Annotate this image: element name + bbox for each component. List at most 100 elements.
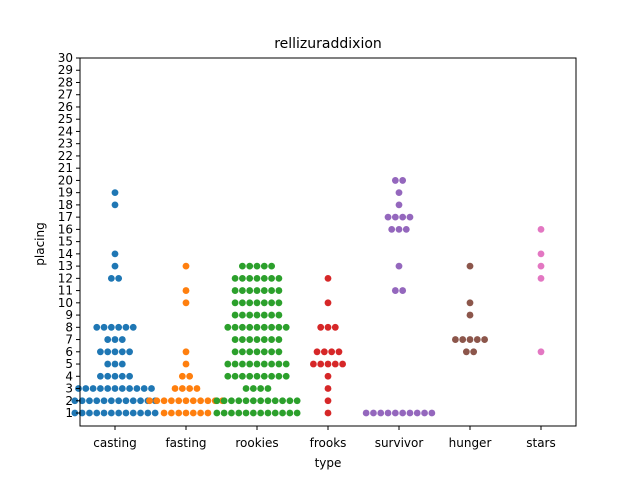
data-point-stars bbox=[537, 348, 545, 356]
data-point-casting bbox=[111, 348, 119, 356]
data-point-survivor bbox=[370, 409, 377, 417]
data-point-rookies bbox=[246, 287, 254, 294]
x-axis: casting fasting rookies frooks survivor hunge… bbox=[93, 426, 556, 450]
data-point-casting bbox=[126, 372, 133, 380]
data-point-survivor bbox=[391, 177, 399, 184]
data-point-fasting bbox=[182, 287, 190, 294]
data-point-rookies bbox=[253, 372, 261, 380]
data-point-rookies bbox=[246, 262, 254, 270]
data-point-survivor bbox=[391, 213, 399, 221]
data-point-frooks bbox=[324, 409, 332, 417]
data-point-casting bbox=[133, 385, 141, 392]
y-tick-label: 27 bbox=[58, 88, 73, 102]
x-tick-label-rookies: rookies bbox=[235, 436, 278, 450]
data-point-rookies bbox=[253, 336, 261, 343]
y-tick-label: 11 bbox=[58, 284, 73, 298]
y-tick-label: 20 bbox=[58, 173, 73, 187]
data-point-stars bbox=[537, 262, 545, 270]
data-point-survivor bbox=[377, 409, 385, 417]
data-point-casting bbox=[118, 372, 126, 380]
data-point-frooks bbox=[324, 323, 332, 331]
data-point-hunger bbox=[466, 336, 474, 343]
data-point-frooks bbox=[331, 323, 339, 331]
y-tick-label: 15 bbox=[58, 235, 73, 249]
data-point-casting bbox=[118, 336, 126, 343]
data-point-rookies bbox=[260, 262, 268, 270]
data-point-survivor bbox=[399, 213, 407, 221]
x-tick-label-survivor: survivor bbox=[375, 436, 424, 450]
data-point-casting bbox=[97, 372, 104, 380]
data-point-rookies bbox=[246, 323, 254, 331]
data-point-frooks bbox=[328, 348, 336, 356]
data-point-hunger bbox=[452, 336, 459, 343]
data-point-casting bbox=[140, 385, 148, 392]
data-point-hunger bbox=[459, 336, 467, 343]
data-point-rookies bbox=[228, 409, 235, 417]
data-point-fasting bbox=[186, 385, 194, 392]
data-point-rookies bbox=[231, 311, 239, 319]
data-point-rookies bbox=[257, 397, 265, 405]
data-point-rookies bbox=[220, 409, 228, 417]
data-point-survivor bbox=[406, 213, 414, 221]
data-point-rookies bbox=[231, 348, 239, 356]
data-point-rookies bbox=[264, 385, 272, 392]
data-point-casting bbox=[137, 409, 144, 417]
data-point-fasting bbox=[168, 409, 175, 417]
data-point-fasting bbox=[197, 409, 205, 417]
data-point-rookies bbox=[235, 409, 243, 417]
data-point-casting bbox=[126, 348, 133, 356]
data-point-fasting bbox=[160, 409, 168, 417]
data-point-survivor bbox=[395, 189, 403, 197]
data-point-rookies bbox=[213, 409, 221, 417]
data-point-rookies bbox=[253, 262, 261, 270]
data-point-rookies bbox=[293, 409, 301, 417]
data-point-rookies bbox=[242, 397, 250, 405]
data-point-casting bbox=[111, 360, 119, 368]
data-point-rookies bbox=[286, 409, 294, 417]
data-point-rookies bbox=[231, 274, 239, 282]
data-point-rookies bbox=[268, 372, 275, 380]
plot-frame bbox=[79, 57, 577, 427]
data-point-frooks bbox=[324, 397, 332, 405]
data-point-rookies bbox=[260, 348, 268, 356]
y-tick-label: 10 bbox=[58, 296, 73, 310]
data-point-rookies bbox=[275, 336, 283, 343]
data-point-fasting bbox=[153, 397, 161, 405]
y-tick-label: 26 bbox=[58, 100, 73, 114]
data-point-rookies bbox=[239, 323, 246, 331]
x-tick-label-frooks: frooks bbox=[310, 436, 347, 450]
data-point-rookies bbox=[213, 397, 221, 405]
x-tick-label-hunger: hunger bbox=[449, 436, 492, 450]
data-point-rookies bbox=[253, 299, 261, 307]
data-point-fasting bbox=[182, 409, 190, 417]
data-point-rookies bbox=[246, 299, 254, 307]
data-point-stars bbox=[537, 274, 545, 282]
y-tick-label: 1 bbox=[65, 406, 73, 420]
data-point-rookies bbox=[246, 274, 254, 282]
data-point-fasting bbox=[204, 409, 212, 417]
data-point-rookies bbox=[279, 409, 286, 417]
data-point-casting bbox=[107, 323, 115, 331]
data-point-rookies bbox=[271, 409, 279, 417]
data-point-hunger bbox=[470, 348, 478, 356]
data-point-rookies bbox=[275, 287, 283, 294]
data-point-fasting bbox=[189, 397, 197, 405]
data-point-rookies bbox=[239, 348, 246, 356]
data-point-rookies bbox=[239, 372, 246, 380]
data-point-casting bbox=[93, 409, 101, 417]
data-point-frooks bbox=[313, 348, 321, 356]
data-point-casting bbox=[107, 409, 115, 417]
data-point-casting bbox=[118, 385, 126, 392]
y-tick-label: 8 bbox=[65, 320, 73, 334]
data-point-survivor bbox=[391, 287, 399, 294]
data-point-casting bbox=[71, 397, 79, 405]
y-tick-label: 13 bbox=[58, 259, 73, 273]
y-tick-label: 2 bbox=[65, 394, 73, 408]
data-point-frooks bbox=[339, 360, 346, 368]
data-point-casting bbox=[129, 397, 137, 405]
data-point-fasting bbox=[160, 397, 168, 405]
data-point-rookies bbox=[253, 360, 261, 368]
data-point-rookies bbox=[286, 397, 294, 405]
data-point-fasting bbox=[182, 360, 190, 368]
data-point-rookies bbox=[268, 336, 275, 343]
